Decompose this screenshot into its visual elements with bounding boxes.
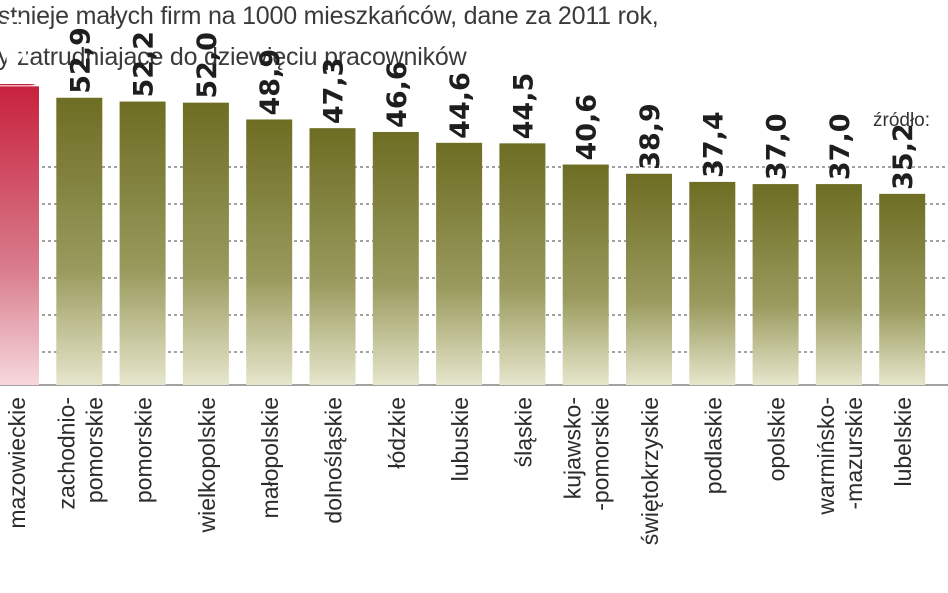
category-label: pomorskie <box>131 397 157 503</box>
bar <box>372 131 419 385</box>
category-label: kujawsko- <box>560 397 586 499</box>
bar <box>752 184 799 385</box>
bar <box>562 164 609 385</box>
category-label: mazowieckie <box>4 397 30 529</box>
category-label: śląskie <box>510 397 536 467</box>
category-label: dolnośląskie <box>321 397 347 524</box>
bar <box>0 86 39 385</box>
category-label: opolskie <box>764 397 790 481</box>
highlight-value-badge <box>0 84 35 86</box>
category-label: warmińsko- <box>813 397 839 516</box>
bar <box>436 142 483 385</box>
category-label: wielkopolskie <box>194 397 220 534</box>
category-label: -pomorskie <box>588 397 614 511</box>
bar <box>119 101 166 385</box>
value-label: 37,0 <box>825 113 856 180</box>
value-label: 52,2 <box>129 31 160 98</box>
category-label: -mazurskie <box>841 397 867 509</box>
category-label: zachodnio- <box>53 397 79 510</box>
value-label: 37,0 <box>762 113 793 180</box>
value-label: 47,3 <box>319 58 350 125</box>
category-label: lubelskie <box>890 397 916 487</box>
bar <box>879 193 926 385</box>
bar <box>309 128 356 385</box>
value-label: 48,9 <box>255 49 286 116</box>
category-label: świętokrzyskie <box>637 397 663 545</box>
value-label: 52,0 <box>192 32 223 99</box>
category-label: podlaskie <box>700 397 726 494</box>
bars <box>0 86 926 386</box>
value-label: 52,9 <box>65 27 96 94</box>
category-label: lubuskie <box>447 397 473 481</box>
value-label: 46,6 <box>382 61 413 128</box>
value-label: 37,4 <box>698 111 729 178</box>
value-label: 44,5 <box>508 73 539 140</box>
bar <box>815 184 862 385</box>
bar <box>499 143 546 385</box>
value-label: 40,6 <box>572 94 603 161</box>
value-label: 44,6 <box>445 72 476 139</box>
value-labels: 55,0 52,9 52,2 52,0 48,9 47,3 46,6 44,6 44,5 40,6… <box>0 16 919 190</box>
chart-title-line-2: y zatrudniające do dziewięciu pracownikó… <box>0 43 467 71</box>
value-label: 38,9 <box>635 103 666 170</box>
category-label: małopolskie <box>257 397 283 518</box>
bar <box>246 119 293 386</box>
bar <box>182 102 229 385</box>
category-label: łódzkie <box>384 397 410 469</box>
source-label: źródło: <box>873 110 931 131</box>
category-label: pomorskie <box>81 397 107 503</box>
value-label: 55,0 <box>2 16 33 83</box>
bar <box>626 173 672 385</box>
category-labels: mazowieckie zachodnio-pomorskie pomorskie w… <box>4 397 916 545</box>
bar <box>56 97 103 386</box>
bar <box>689 181 736 385</box>
value-label: 35,2 <box>888 123 919 190</box>
chart-title-line-1: stnieje małych firm na 1000 mieszkańców,… <box>0 2 659 30</box>
